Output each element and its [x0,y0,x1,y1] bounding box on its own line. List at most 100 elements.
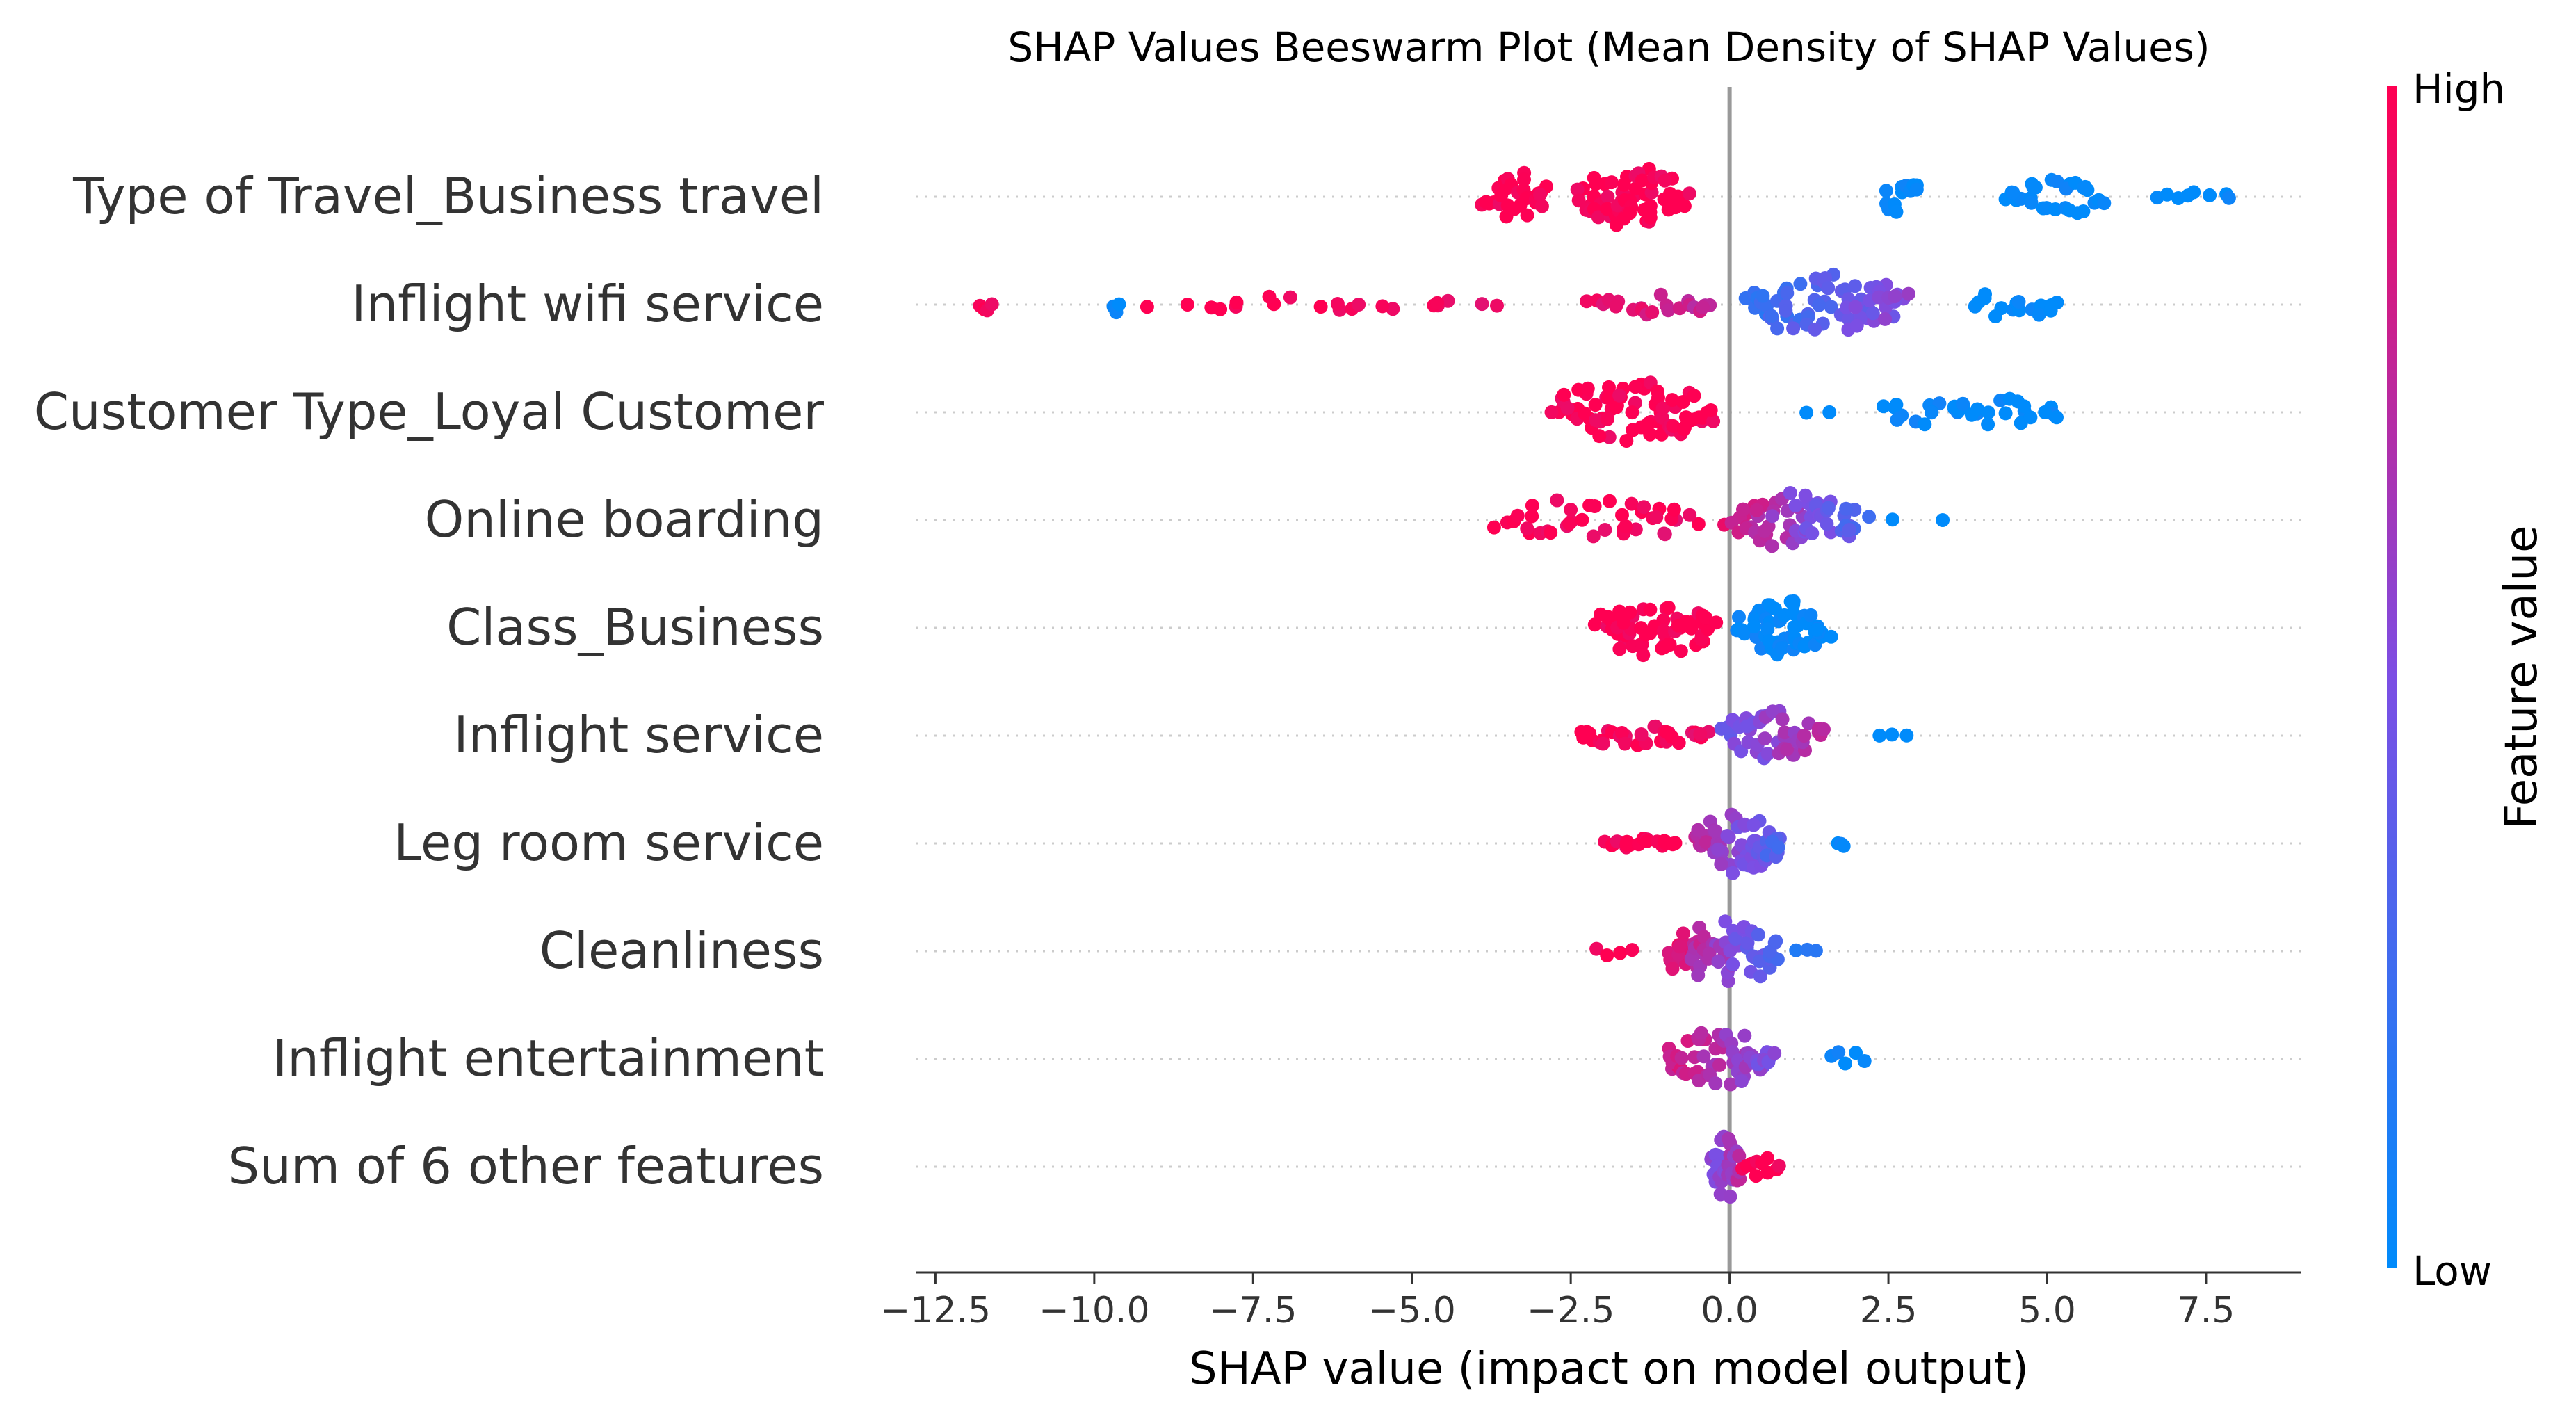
shap-point [1602,430,1617,444]
shap-point [1589,177,1603,191]
shap-point [1890,412,1904,427]
x-tick-label: 5.0 [2018,1290,2076,1332]
shap-point [1824,300,1838,314]
shap-point [1780,286,1795,300]
shap-point [985,297,999,312]
shap-point [1857,1054,1872,1068]
shap-point [1760,622,1775,636]
shap-point [1970,402,1985,416]
shap-point [1879,184,1893,198]
shap-point [1600,412,1614,426]
shap-point [1878,312,1893,326]
shap-point [1694,1026,1708,1040]
colorbar-high-label: High [2413,65,2505,113]
shap-point [1671,736,1686,750]
shap-point [1661,601,1676,615]
shap-point [1612,388,1627,403]
shap-point [1889,204,1904,219]
shap-point [1752,954,1767,969]
shap-point [1617,177,1631,192]
feature-label: Sum of 6 other features [228,1137,825,1195]
shap-point [2044,298,2059,312]
shap-point [1696,1049,1711,1064]
shap-point [1726,957,1740,971]
shap-point [1723,1190,1737,1204]
shap-point [1797,729,1811,743]
shap-point [1808,322,1822,337]
shap-point [1699,835,1713,850]
shap-point [1674,644,1688,658]
x-tick-label: −5.0 [1368,1290,1456,1332]
shap-point [1821,281,1836,296]
shap-point [1822,405,1837,419]
feature-label: Class_Business [446,598,824,656]
colorbar [2387,86,2397,1268]
shap-point [1749,503,1764,517]
shap-point [1612,642,1627,656]
shap-point [1737,626,1751,641]
shap-point [1619,434,1634,448]
shap-point [1757,524,1772,538]
shap-point [1703,403,1718,417]
feature-label: Online boarding [425,490,824,549]
feature-label: Inflight entertainment [273,1029,824,1087]
shap-point [1520,521,1534,536]
shap-point [1712,1058,1726,1072]
shap-point [1672,939,1687,954]
shap-point [1740,936,1755,950]
shap-point [1557,387,1571,402]
shap-point [1799,405,1814,420]
shap-point [2160,187,2174,202]
shap-point [1666,419,1680,433]
shap-point [1918,417,1932,432]
shap-point [1510,508,1525,523]
shap-point [1580,294,1594,309]
shap-point [1517,172,1531,187]
shap-point [1665,393,1680,407]
shap-point [1758,731,1772,746]
shap-point [1747,818,1760,832]
shap-point [1623,206,1637,220]
shap-point [1229,295,1244,309]
shap-point [1602,380,1616,394]
shap-point [1720,829,1735,843]
shap-point [1575,512,1589,527]
shap-point [1711,842,1725,857]
shap-point [1877,399,1890,414]
shap-point [1682,186,1696,201]
shap-point [1587,617,1602,632]
shap-point [1936,513,1950,527]
shap-point [1634,727,1649,741]
shap-point [1779,303,1793,318]
x-tick-label: −2.5 [1527,1290,1614,1332]
shap-point [1674,1051,1689,1065]
shap-point [1430,296,1445,310]
shap-point [1667,502,1681,517]
shap-point [1589,941,1604,956]
shap-point [1789,943,1804,957]
shap-point [1665,962,1680,976]
shap-point [1643,427,1658,442]
shap-point [1765,309,1779,323]
shap-point [1780,742,1795,756]
shap-point [1865,306,1880,321]
shap-point [1624,496,1639,511]
shap-point [1544,526,1558,540]
shap-point [1658,527,1672,542]
shap-point [1490,298,1504,313]
shap-point [1691,517,1706,531]
shap-point [1805,526,1820,540]
chart-title: SHAP Values Beeswarm Plot (Mean Density … [1007,24,2210,71]
shap-point [1769,934,1783,948]
shap-point [2203,188,2217,202]
shap-point [1708,1076,1723,1090]
shap-point [1140,300,1154,314]
shap-point [1603,494,1617,508]
shap-point [1628,380,1643,394]
shap-point [1812,298,1826,312]
shap-point [1564,503,1578,517]
shap-point [1831,1045,1846,1060]
shap-point [1683,508,1697,522]
shap-point [1623,605,1637,620]
shap-point [1619,519,1633,533]
